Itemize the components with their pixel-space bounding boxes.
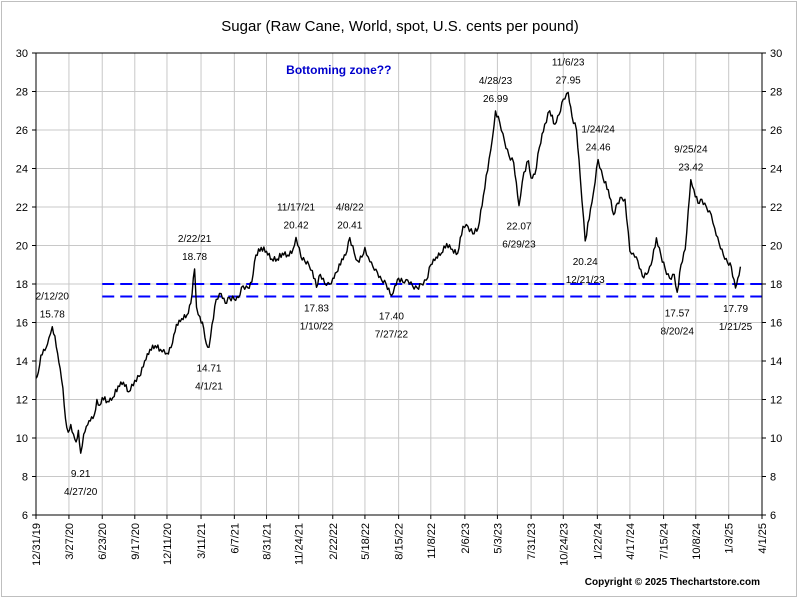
- y-tick-label-left: 14: [16, 356, 28, 368]
- annotation-line-2: 24.46: [586, 143, 611, 154]
- y-tick-label-right: 18: [770, 279, 782, 291]
- x-tick-label: 10/8/24: [691, 523, 703, 560]
- y-tick-label-right: 30: [770, 48, 782, 60]
- annotation-line-2: 23.42: [678, 163, 703, 174]
- annotation-line-1: 17.79: [723, 304, 748, 315]
- x-tick-label: 2/22/22: [328, 523, 340, 560]
- y-tick-label-right: 10: [770, 433, 782, 445]
- annotation-line-2: 15.78: [40, 310, 65, 321]
- y-tick-label-right: 20: [770, 241, 782, 253]
- annotation-line-2: 6/29/23: [502, 240, 536, 251]
- annotation-line-1: 17.57: [665, 308, 690, 319]
- annotation-line-2: 26.99: [483, 94, 508, 105]
- annotation-line-1: 17.40: [379, 312, 404, 323]
- bottoming-zone-label: Bottoming zone??: [286, 63, 391, 77]
- y-tick-label-left: 26: [16, 125, 28, 137]
- price-series: [35, 91, 742, 454]
- annotation-line-2: 7/27/22: [375, 330, 409, 341]
- annotation-line-2: 20.42: [284, 220, 309, 231]
- x-tick-label: 6/23/20: [97, 523, 109, 560]
- x-tick-label: 1/3/25: [724, 523, 736, 554]
- annotation-line-1: 17.83: [304, 303, 329, 314]
- x-tick-label: 3/27/20: [64, 523, 76, 560]
- annotation-line-1: 4/28/23: [479, 76, 513, 87]
- y-tick-label-right: 14: [770, 356, 782, 368]
- y-tick-label-left: 28: [16, 87, 28, 99]
- y-tick-label-right: 26: [770, 125, 782, 137]
- copyright-text: Copyright © 2025 Thechartstore.com: [584, 577, 760, 588]
- annotations: Bottoming zone?? 2/12/20 15.78 9.21 4/27/20 2…: [36, 57, 753, 498]
- annotation-line-2: 18.78: [182, 252, 207, 263]
- y-tick-label-left: 16: [16, 318, 28, 330]
- annotation-line-1: 2/22/21: [178, 234, 212, 245]
- price-line: [35, 91, 742, 454]
- x-tick-label: 7/15/24: [659, 523, 671, 560]
- x-tick-label: 5/3/23: [492, 523, 504, 554]
- x-tick-label: 10/24/23: [558, 523, 570, 566]
- y-tick-label-right: 24: [770, 164, 782, 176]
- x-tick-label: 12/11/20: [162, 523, 174, 565]
- annotation-line-1: 11/17/21: [277, 202, 316, 213]
- chart-title: Sugar (Raw Cane, World, spot, U.S. cents…: [221, 18, 579, 35]
- x-tick-label: 7/31/23: [526, 523, 538, 560]
- annotation-line-1: 22.07: [506, 222, 531, 233]
- axes: 6 6 8 8 10 10 12 12 14 14 16 16 18 18 20 20 22 22 24 24 26 26…: [16, 48, 783, 566]
- x-tick-label: 3/11/21: [196, 523, 208, 559]
- annotation-line-1: 11/6/23: [552, 57, 585, 68]
- annotation-line-2: 20.41: [337, 221, 362, 232]
- y-tick-label-left: 30: [16, 48, 28, 60]
- y-tick-label-right: 6: [770, 510, 776, 522]
- annotation-line-1: 9.21: [71, 469, 91, 480]
- x-tick-label: 11/24/21: [294, 523, 306, 565]
- y-tick-label-right: 12: [770, 395, 782, 407]
- y-tick-label-left: 24: [16, 164, 28, 176]
- y-tick-label-right: 22: [770, 202, 782, 214]
- annotation-line-1: 14.71: [196, 363, 221, 374]
- y-tick-label-left: 18: [16, 279, 28, 291]
- x-tick-label: 8/15/22: [394, 523, 406, 560]
- annotation-line-2: 27.95: [556, 75, 581, 86]
- y-tick-label-left: 8: [22, 472, 28, 484]
- y-tick-label-left: 20: [16, 241, 28, 253]
- support-zone-lines: [102, 283, 762, 298]
- x-tick-label: 12/31/19: [31, 523, 43, 566]
- y-tick-label-left: 10: [16, 433, 28, 445]
- annotation-line-2: 1/21/25: [719, 322, 753, 333]
- y-tick-label-left: 12: [16, 395, 28, 407]
- annotation-line-1: 2/12/20: [36, 292, 70, 303]
- x-tick-label: 6/7/21: [229, 523, 241, 554]
- y-tick-label-left: 6: [22, 510, 28, 522]
- annotation-line-2: 8/20/24: [661, 326, 695, 337]
- x-tick-label: 11/8/22: [426, 523, 438, 559]
- x-tick-label: 1/22/24: [592, 523, 604, 560]
- annotation-line-2: 12/21/23: [566, 275, 605, 286]
- annotation-line-2: 4/27/20: [64, 487, 98, 498]
- annotation-line-2: 4/1/21: [195, 381, 223, 392]
- x-tick-label: 4/17/24: [625, 523, 637, 560]
- y-tick-label-right: 16: [770, 318, 782, 330]
- annotation-line-1: 1/24/24: [581, 125, 615, 136]
- x-tick-label: 9/17/20: [130, 523, 142, 560]
- x-tick-label: 5/18/22: [360, 523, 372, 560]
- annotation-line-2: 1/10/22: [300, 321, 334, 332]
- annotation-line-1: 20.24: [573, 257, 598, 268]
- x-tick-label: 2/6/23: [460, 523, 472, 554]
- y-tick-label-right: 8: [770, 472, 776, 484]
- y-tick-label-right: 28: [770, 87, 782, 99]
- x-tick-label: 8/31/21: [262, 523, 274, 560]
- x-tick-label: 4/1/25: [757, 523, 769, 554]
- annotation-line-1: 9/25/24: [674, 145, 708, 156]
- y-tick-label-left: 22: [16, 202, 28, 214]
- annotation-line-1: 4/8/22: [336, 203, 364, 214]
